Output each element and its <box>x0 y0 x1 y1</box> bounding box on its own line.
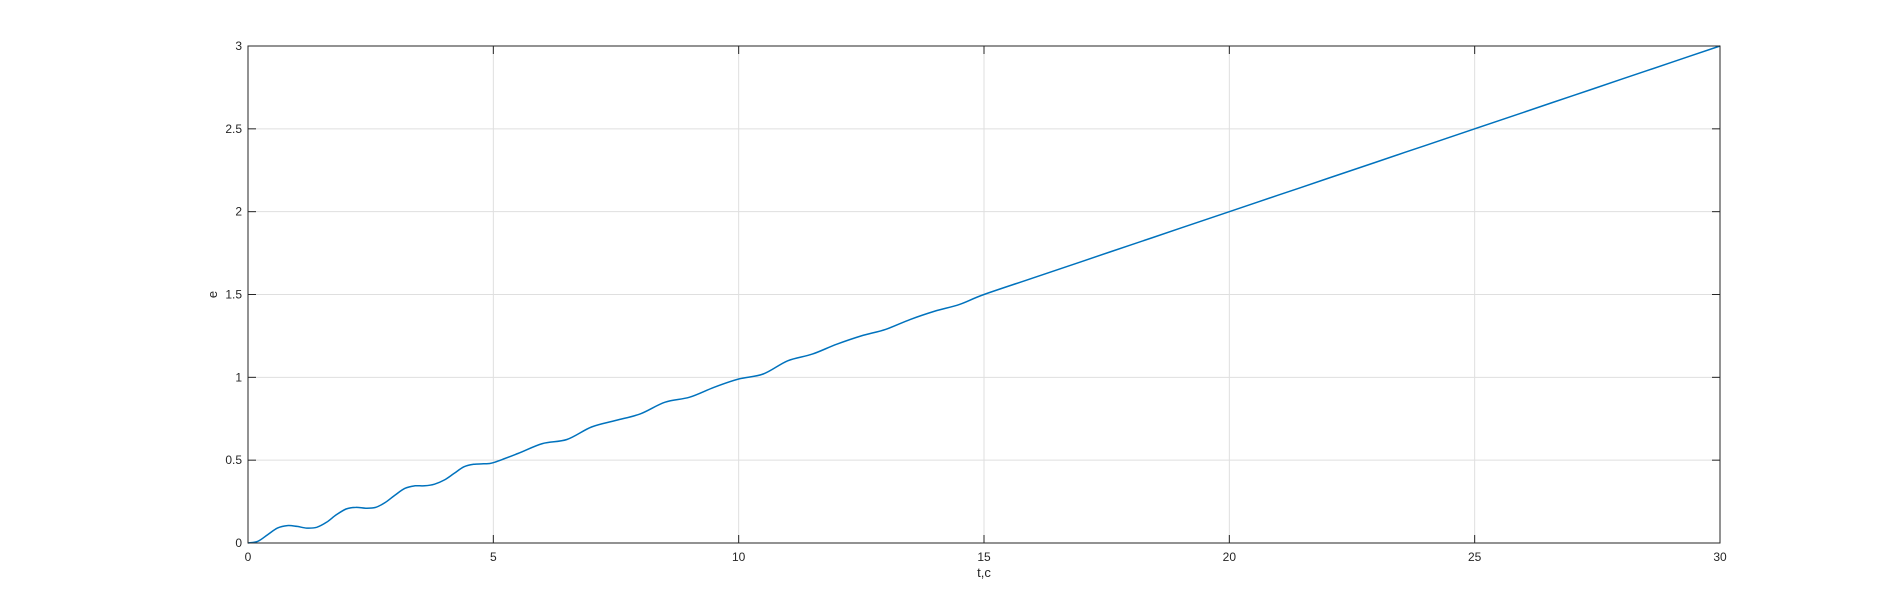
x-tick-label: 0 <box>245 550 252 564</box>
y-tick-label: 0.5 <box>225 453 242 467</box>
y-tick-label: 1.5 <box>225 288 242 302</box>
x-tick-label: 30 <box>1713 550 1727 564</box>
series-line <box>247 45 1721 544</box>
x-tick-label: 25 <box>1468 550 1482 564</box>
y-tick-label: 3 <box>235 39 242 53</box>
x-tick-label: 5 <box>490 550 497 564</box>
y-tick-label: 2.5 <box>225 122 242 136</box>
x-tick-labels: 0 5 10 15 20 25 30 <box>245 550 1727 564</box>
y-tick-label: 0 <box>235 536 242 550</box>
x-tick-label: 15 <box>977 550 991 564</box>
data-series <box>247 45 1721 544</box>
x-axis-label: t,c <box>977 565 991 580</box>
y-tick-label: 1 <box>235 370 242 384</box>
y-axis-label: e <box>205 291 220 298</box>
x-tick-label: 10 <box>732 550 746 564</box>
y-tick-labels: 0 0.5 1 1.5 2 2.5 3 <box>225 39 242 550</box>
x-tick-label: 20 <box>1223 550 1237 564</box>
axis-ticks <box>247 45 1721 544</box>
y-tick-label: 2 <box>235 205 242 219</box>
